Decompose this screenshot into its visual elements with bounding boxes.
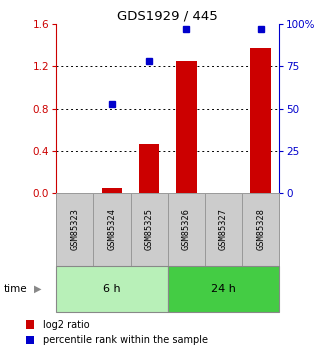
Text: GSM85328: GSM85328 [256,208,265,250]
Text: GSM85324: GSM85324 [108,208,117,250]
Bar [168,193,205,266]
Bar [205,193,242,266]
Bar [56,193,93,266]
Bar [242,193,279,266]
Title: GDS1929 / 445: GDS1929 / 445 [117,10,218,23]
Bar [139,144,159,193]
Text: 24 h: 24 h [211,284,236,294]
Text: GSM85326: GSM85326 [182,208,191,250]
Text: percentile rank within the sample: percentile rank within the sample [43,335,208,345]
Bar [176,61,196,193]
Bar [93,193,131,266]
Bar [102,188,122,193]
Text: ▶: ▶ [34,284,41,294]
Text: GSM85325: GSM85325 [145,208,154,250]
Text: GSM85327: GSM85327 [219,208,228,250]
Bar [56,266,168,312]
Text: 6 h: 6 h [103,284,121,294]
Bar [250,48,271,193]
Bar [168,266,279,312]
Text: GSM85323: GSM85323 [70,208,79,250]
Bar [131,193,168,266]
Text: log2 ratio: log2 ratio [43,320,90,329]
Text: time: time [3,284,27,294]
